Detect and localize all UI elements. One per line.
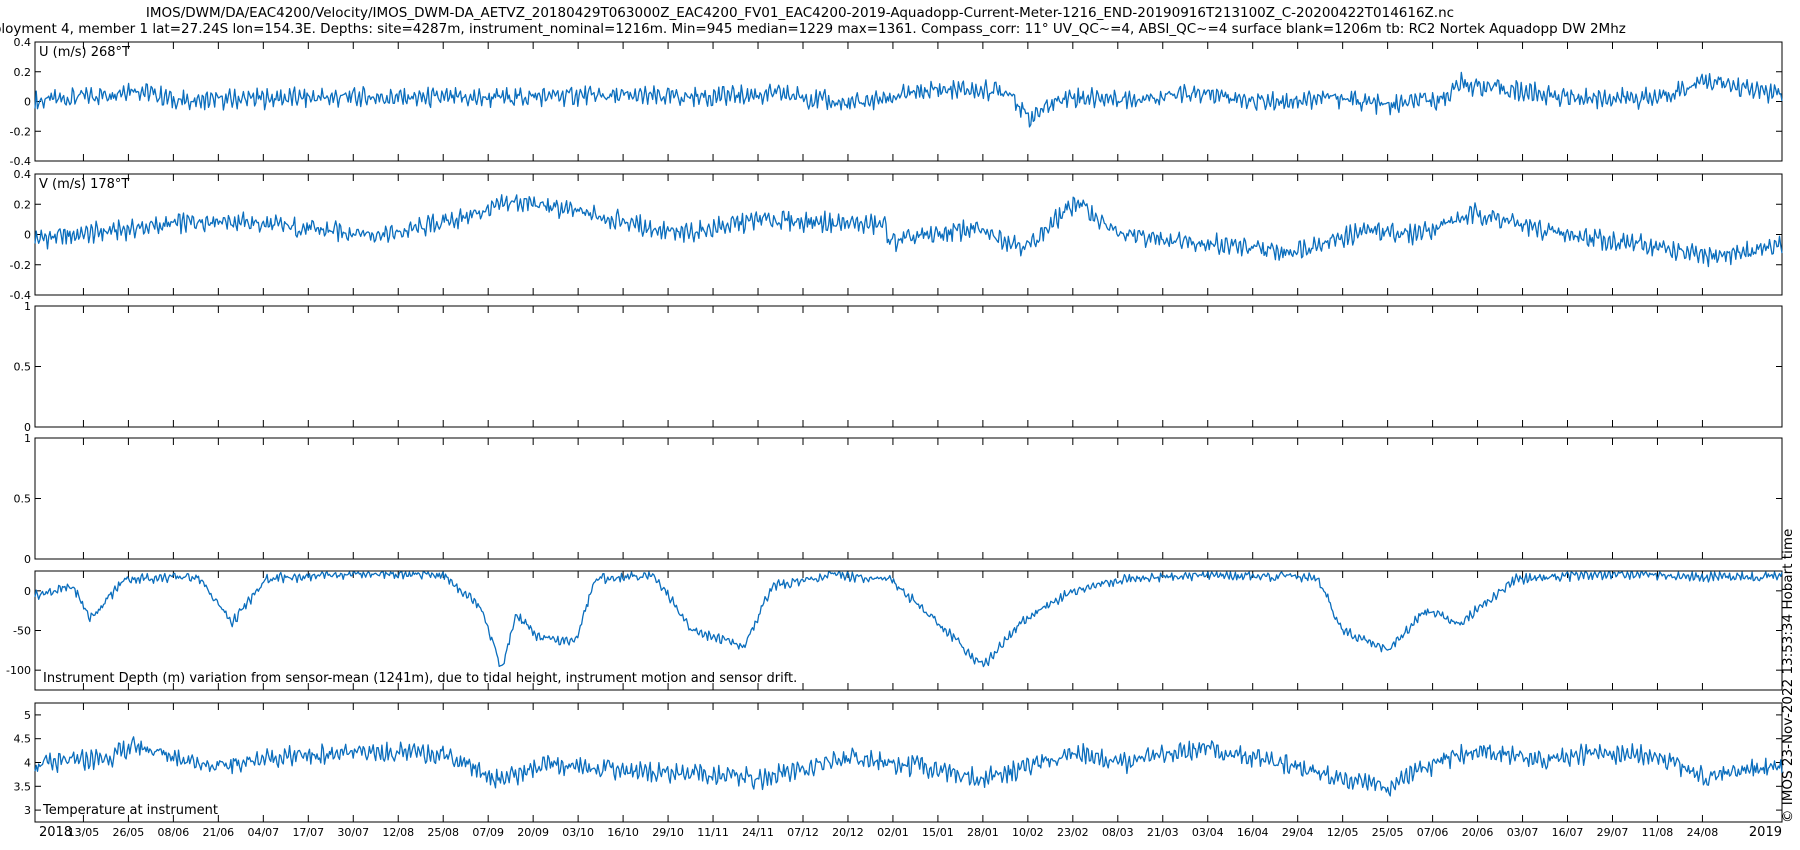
x-tick-label: 23/02 (1057, 826, 1089, 839)
panel-label: Instrument Depth (m) variation from sens… (43, 671, 797, 686)
x-tick-label: 03/10 (562, 826, 594, 839)
side-credit: © IMOS 23-Nov-2022 13:53:34 Hobart time (1780, 529, 1796, 823)
title-line-2: Deployment 4, member 1 lat=27.24S lon=15… (0, 21, 1626, 37)
x-tick-label: 12/05 (1327, 826, 1359, 839)
x-tick-label: 25/08 (427, 826, 459, 839)
series-line (34, 736, 1783, 797)
x-tick-label: 20/09 (517, 826, 549, 839)
x-tick-label: 28/01 (967, 826, 999, 839)
y-tick-label: 0.2 (14, 66, 32, 79)
panel-3: 10.50 (14, 300, 1783, 434)
y-tick-label: -0.2 (10, 259, 31, 272)
x-tick-label: 10/02 (1012, 826, 1044, 839)
y-tick-label: 0 (24, 96, 31, 109)
panel-5: 0 -50 -100 Instrument Depth (m) variation f… (6, 570, 1783, 691)
panel-label: V (m/s) 178°T (39, 177, 129, 192)
x-tick-label: 16/04 (1237, 826, 1269, 839)
x-tick-label: 20/06 (1462, 826, 1494, 839)
y-tick-label: 0 (24, 553, 31, 566)
series-line (34, 571, 1783, 668)
x-tick-label: 29/10 (652, 826, 684, 839)
series-line (34, 71, 1783, 128)
y-tick-label: 0.5 (14, 493, 32, 506)
x-tick-label: 03/04 (1192, 826, 1224, 839)
year-label-start: 2018 (39, 825, 72, 840)
panel-label: U (m/s) 268°T (39, 45, 130, 60)
x-axis-labels: 13/05 26/05 08/06 21/06 04/07 17/07 30/07 12/08… (39, 825, 1782, 840)
y-tick-label: 0 (24, 229, 31, 242)
y-tick-label: -0.4 (10, 155, 31, 168)
y-tick-label: 1 (24, 432, 31, 445)
y-tick-label: 0 (24, 421, 31, 434)
y-tick-label: 0.2 (14, 198, 32, 211)
panel-2: 0.4 0.2 0 -0.2 -0.4 V (m/s) 178°T (10, 168, 1783, 302)
x-tick-label: 17/07 (292, 826, 324, 839)
x-tick-label: 02/01 (877, 826, 909, 839)
y-tick-label: -0.2 (10, 125, 31, 138)
x-tick-label: 15/01 (922, 826, 954, 839)
panel-4: 10.50 (14, 432, 1783, 566)
x-tick-label: 08/06 (158, 826, 190, 839)
x-tick-label: 20/12 (832, 826, 864, 839)
x-tick-label: 30/07 (337, 826, 369, 839)
x-tick-label: 29/04 (1282, 826, 1314, 839)
x-tick-label: 04/07 (247, 826, 279, 839)
x-tick-label: 24/08 (1687, 826, 1719, 839)
x-tick-label: 29/07 (1597, 826, 1629, 839)
y-tick-label: 0.4 (14, 168, 32, 181)
y-tick-label: -100 (6, 664, 31, 677)
series-line (34, 194, 1783, 268)
panel-1: 0.4 0.2 0 -0.2 -0.4 U (m/s) 268°T (10, 36, 1783, 168)
x-tick-label: 16/07 (1552, 826, 1584, 839)
x-tick-label: 11/08 (1642, 826, 1674, 839)
y-tick-label: -0.4 (10, 289, 31, 302)
x-tick-label: 16/10 (607, 826, 639, 839)
x-tick-label: 12/08 (382, 826, 414, 839)
y-tick-label: 0.4 (14, 36, 32, 49)
panel-6: 5 4.5 4 3.5 3 Temperature at instrument (14, 702, 1783, 823)
x-tick-label: 21/03 (1147, 826, 1179, 839)
x-tick-label: 26/05 (113, 826, 145, 839)
year-label-end: 2019 (1749, 825, 1782, 840)
y-tick-label: 3 (24, 804, 31, 817)
x-tick-label: 11/11 (697, 826, 729, 839)
y-tick-label: 5 (24, 709, 31, 722)
panel-label: Temperature at instrument (42, 803, 218, 818)
y-tick-label: 4.5 (14, 733, 32, 746)
x-tick-label: 07/06 (1417, 826, 1449, 839)
y-tick-label: -50 (13, 625, 31, 638)
y-tick-label: 0 (24, 585, 31, 598)
x-tick-label: 21/06 (202, 826, 234, 839)
x-tick-label: 08/03 (1102, 826, 1134, 839)
y-tick-label: 0.5 (14, 361, 32, 374)
y-tick-label: 4 (24, 757, 31, 770)
y-tick-label: 1 (24, 300, 31, 313)
x-tick-label: 25/05 (1372, 826, 1404, 839)
chart-panels: 0.4 0.2 0 -0.2 -0.4 U (m/s) 268°T 0.4 0.2 0 -0.2 -… (6, 36, 1783, 840)
x-tick-label: 07/09 (472, 826, 504, 839)
title-line-1: IMOS/DWM/DA/EAC4200/Velocity/IMOS_DWM-DA… (146, 5, 1454, 21)
x-tick-label: 13/05 (68, 826, 100, 839)
y-tick-label: 3.5 (14, 780, 32, 793)
x-tick-label: 07/12 (787, 826, 819, 839)
x-tick-label: 24/11 (742, 826, 774, 839)
x-tick-label: 03/07 (1507, 826, 1539, 839)
